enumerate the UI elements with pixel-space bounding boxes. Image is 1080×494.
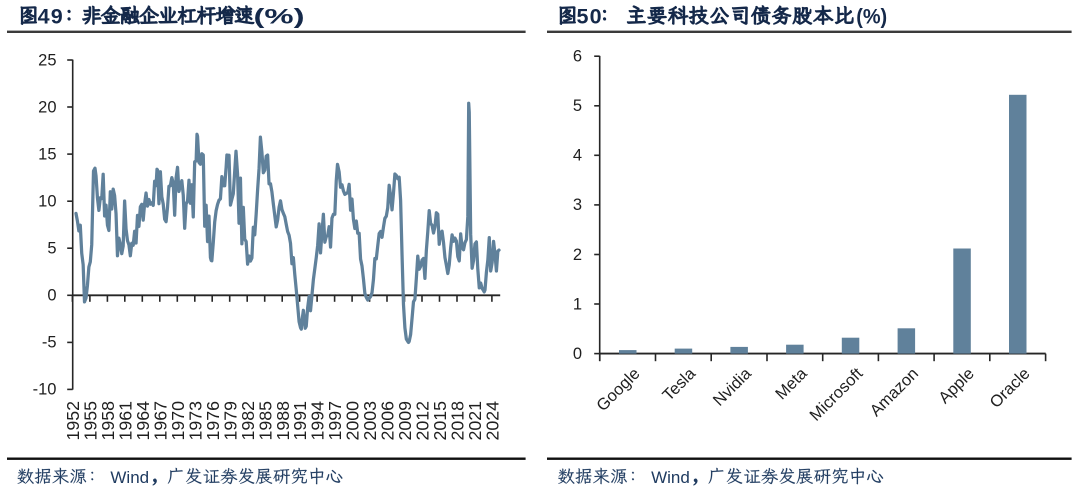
svg-text:2006: 2006 <box>378 401 398 441</box>
svg-text:1961: 1961 <box>115 401 135 441</box>
svg-text:50: 50 <box>577 4 603 28</box>
svg-text:4: 4 <box>573 147 582 165</box>
svg-text:1958: 1958 <box>98 401 118 441</box>
svg-text:1: 1 <box>573 295 582 313</box>
svg-text:1985: 1985 <box>255 401 275 441</box>
svg-text:1964: 1964 <box>133 401 153 441</box>
svg-text:2018: 2018 <box>448 401 468 441</box>
svg-text:1994: 1994 <box>308 401 328 441</box>
svg-text:25: 25 <box>38 51 56 69</box>
svg-text:2024: 2024 <box>483 401 503 441</box>
svg-text:2015: 2015 <box>430 401 450 441</box>
svg-text:1982: 1982 <box>238 401 258 441</box>
svg-text:2021: 2021 <box>465 401 485 441</box>
svg-text:1952: 1952 <box>63 401 83 441</box>
svg-text:-5: -5 <box>42 334 57 352</box>
svg-text:1997: 1997 <box>325 401 345 441</box>
svg-text:1955: 1955 <box>81 401 101 441</box>
svg-text:1976: 1976 <box>203 401 223 441</box>
svg-text:Wind: Wind <box>110 468 149 487</box>
svg-text:-10: -10 <box>33 381 57 399</box>
svg-text:(%): (%) <box>856 4 887 28</box>
svg-text:0: 0 <box>47 287 56 305</box>
svg-text:1988: 1988 <box>273 401 293 441</box>
svg-text:10: 10 <box>38 193 56 211</box>
svg-text:(%): (%) <box>254 4 305 28</box>
svg-text:20: 20 <box>38 98 56 116</box>
svg-text:3: 3 <box>573 196 582 214</box>
svg-text:5: 5 <box>573 97 582 115</box>
svg-text:Wind: Wind <box>651 468 690 487</box>
svg-text:2003: 2003 <box>360 401 380 441</box>
svg-text:15: 15 <box>38 145 56 163</box>
svg-text:0: 0 <box>573 345 582 363</box>
svg-text:6: 6 <box>573 48 582 66</box>
svg-text:2000: 2000 <box>343 401 363 441</box>
svg-text:1967: 1967 <box>150 401 170 441</box>
svg-text:2009: 2009 <box>395 401 415 441</box>
svg-text:1970: 1970 <box>168 401 188 441</box>
svg-text:2: 2 <box>573 246 582 264</box>
svg-text:1979: 1979 <box>220 401 240 441</box>
svg-text:1991: 1991 <box>290 401 310 441</box>
svg-text:49: 49 <box>38 4 64 28</box>
svg-text:1973: 1973 <box>185 401 205 441</box>
svg-text:2012: 2012 <box>413 401 433 441</box>
svg-text:5: 5 <box>47 240 56 258</box>
